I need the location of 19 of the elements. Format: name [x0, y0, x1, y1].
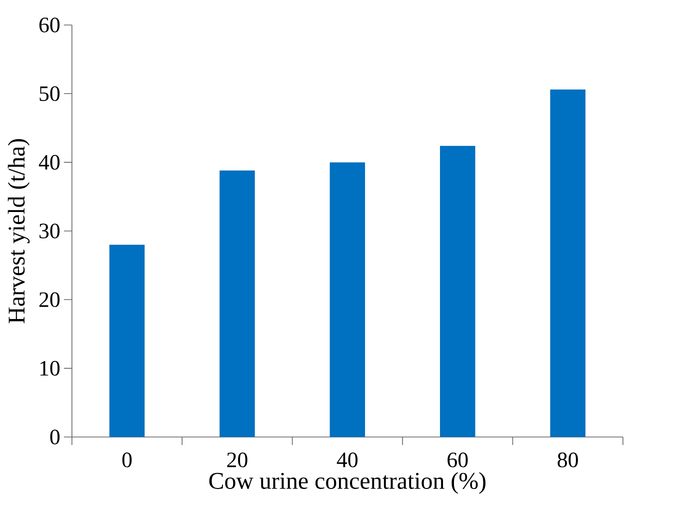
y-tick-label: 20 [39, 292, 60, 308]
x-tick-label: 60 [448, 452, 468, 468]
bar [330, 162, 366, 437]
x-axis-title: Cow urine concentration (%) [209, 472, 486, 494]
bar [220, 170, 255, 437]
bar [440, 146, 476, 437]
bar [550, 90, 586, 437]
y-tick-label: 60 [39, 18, 60, 32]
y-tick-label: 40 [38, 154, 60, 170]
y-tick-label: 50 [40, 86, 60, 102]
x-tick-label: 0 [122, 452, 132, 468]
y-tick-label: 10 [40, 360, 60, 376]
y-tick-label: 0 [50, 430, 60, 444]
x-tick-label: 40 [336, 452, 358, 468]
x-tick-label: 80 [558, 452, 578, 468]
y-tick-label: 30 [40, 224, 60, 238]
y-axis-title: Harvest yield (t/ha) [8, 139, 30, 324]
x-tick-label: 20 [227, 452, 248, 468]
bar [109, 244, 145, 437]
